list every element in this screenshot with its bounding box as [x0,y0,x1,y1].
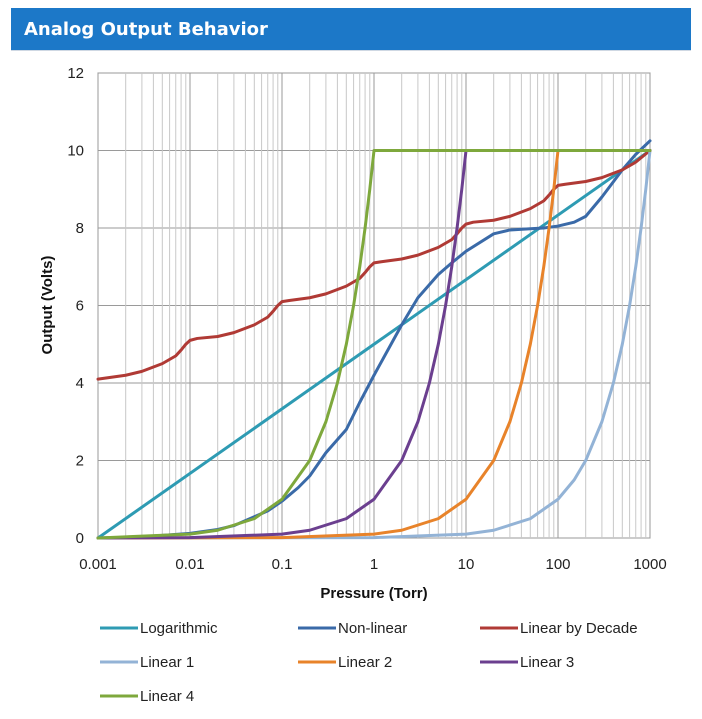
legend-label-linear-4: Linear 4 [140,688,194,705]
header-divider [11,50,691,51]
series-line-linear-1 [96,149,652,540]
legend-label-linear-2: Linear 2 [338,654,392,671]
series-line-linear-2 [96,149,652,540]
header-bar [11,8,691,50]
x-tick-label: 1 [370,556,378,573]
legend-label-logarithmic: Logarithmic [140,620,218,637]
series-line-linear-4 [96,149,652,540]
y-tick-label: 4 [76,375,84,392]
y-axis-title: Output (Volts) [39,256,56,355]
x-tick-label: 1000 [633,556,666,573]
page-title: Analog Output Behavior [24,19,268,40]
x-tick-label: 0.001 [79,556,117,573]
y-tick-label: 12 [67,65,84,82]
legend-label-linear-by-decade: Linear by Decade [520,620,638,637]
x-axis-title: Pressure (Torr) [320,585,427,602]
y-tick-label: 2 [76,453,84,470]
x-tick-label: 0.01 [175,556,204,573]
tick-labels: 0.001 0.01 0.1 1 10 100 1000 0 2 4 6 8 10 12 [67,65,666,573]
x-tick-label: 100 [545,556,570,573]
series-line-linear-3 [96,149,652,540]
legend: Logarithmic Non-linear Linear by Decade Lin… [100,620,638,705]
x-tick-label: 0.1 [272,556,293,573]
y-tick-label: 6 [76,298,84,315]
x-tick-label: 10 [458,556,475,573]
legend-label-non-linear: Non-linear [338,620,407,637]
y-tick-label: 10 [67,143,84,160]
y-tick-label: 8 [76,220,84,237]
series-line-linear-by-decade [96,149,652,381]
series [96,139,652,540]
series-line-logarithmic [96,149,652,540]
legend-label-linear-1: Linear 1 [140,654,194,671]
legend-label-linear-3: Linear 3 [520,654,574,671]
y-tick-label: 0 [76,530,84,547]
